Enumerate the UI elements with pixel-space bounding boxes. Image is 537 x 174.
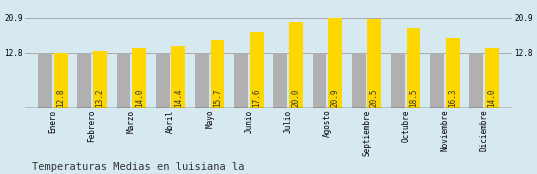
Bar [446,38,460,108]
Text: 20.0: 20.0 [292,89,300,107]
Bar [250,32,264,108]
Text: 14.0: 14.0 [488,89,496,107]
Bar [54,53,68,108]
Bar [156,53,170,108]
Bar [391,53,405,108]
Bar [132,48,146,108]
Bar [117,53,130,108]
Text: 13.2: 13.2 [96,89,104,107]
Text: 14.0: 14.0 [135,89,143,107]
Bar [485,48,499,108]
Bar [407,28,420,108]
Bar [77,53,91,108]
Text: 20.5: 20.5 [370,89,379,107]
Text: Temperaturas Medias en luisiana la: Temperaturas Medias en luisiana la [32,162,245,172]
Bar [289,22,303,108]
Bar [234,53,248,108]
Bar [352,53,366,108]
Text: 20.9: 20.9 [331,89,339,107]
Bar [273,53,287,108]
Text: 12.8: 12.8 [56,89,65,107]
Text: 15.7: 15.7 [213,89,222,107]
Bar [367,19,381,108]
Bar [195,53,209,108]
Bar [93,51,107,108]
Bar [469,53,483,108]
Bar [171,46,185,108]
Text: 16.3: 16.3 [448,89,457,107]
Text: 18.5: 18.5 [409,89,418,107]
Bar [38,53,52,108]
Bar [430,53,444,108]
Bar [211,40,224,108]
Bar [328,18,342,108]
Text: 17.6: 17.6 [252,89,261,107]
Text: 14.4: 14.4 [174,89,183,107]
Bar [313,53,326,108]
